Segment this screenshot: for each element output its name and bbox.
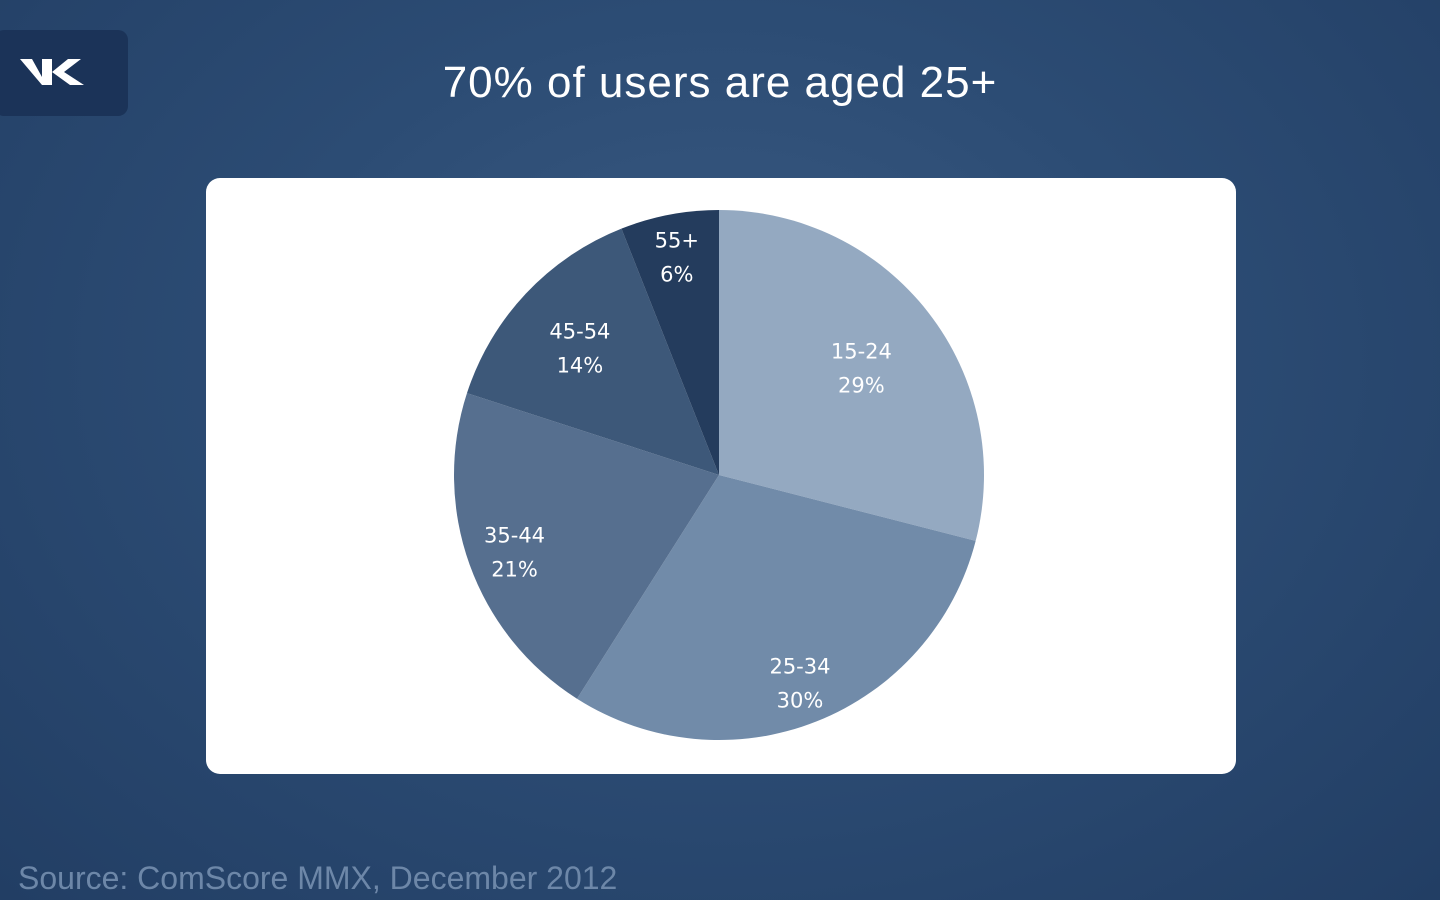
slice-value-label: 30%: [777, 689, 824, 713]
slice-category-label: 25-34: [769, 655, 830, 679]
slice-category-label: 55+: [655, 229, 699, 253]
slice-category-label: 35-44: [484, 524, 545, 548]
slice-category-label: 15-24: [831, 340, 892, 364]
slide-title: 70% of users are aged 25+: [442, 58, 998, 107]
source-note: Source: ComScore MMX, December 2012: [18, 860, 618, 896]
pie-slice-15-24: [719, 210, 985, 541]
slice-category-label: 45-54: [549, 319, 610, 343]
vk-logo-badge: [0, 30, 128, 116]
pie-slice-35-44: [454, 393, 719, 699]
slice-value-label: 14%: [557, 353, 604, 377]
pie-slice-25-34: [577, 475, 976, 740]
slice-value-label: 29%: [838, 374, 885, 398]
chart-card: 15-24 29% 25-34 30% 35-44 21% 45-54 14% 55+ 6%: [206, 178, 1236, 774]
pie-chart: 15-24 29% 25-34 30% 35-44 21% 45-54 14% 55+ 6%: [454, 210, 985, 740]
slice-value-label: 21%: [491, 558, 538, 582]
slice-value-label: 6%: [660, 263, 693, 287]
pie-slice-55plus: [621, 210, 719, 475]
pie-slice-45-54: [466, 228, 719, 475]
vk-logo-icon: [20, 59, 84, 85]
